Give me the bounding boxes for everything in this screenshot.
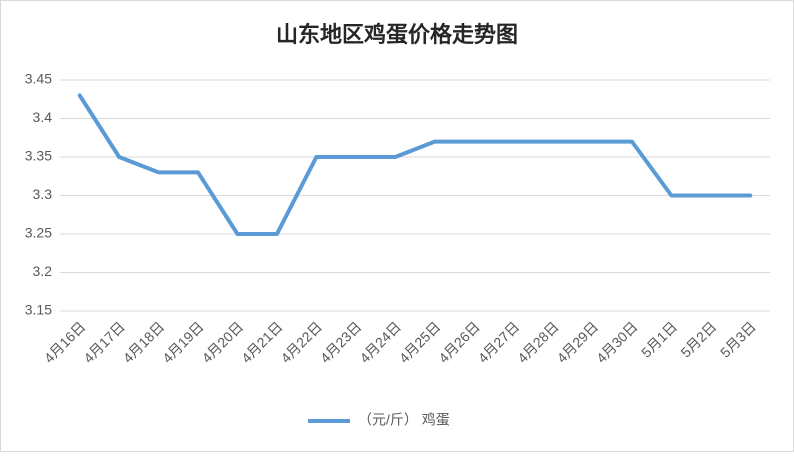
y-tick-label: 3.3 bbox=[33, 186, 53, 202]
y-tick-label: 3.2 bbox=[33, 263, 53, 279]
line bbox=[77, 93, 753, 236]
chart-title: 山东地区鸡蛋价格走势图 bbox=[276, 22, 518, 48]
y-tick-label: 3.15 bbox=[25, 302, 52, 318]
y-tick-label: 3.35 bbox=[25, 148, 52, 164]
y-tick-label: 3.25 bbox=[25, 225, 52, 241]
y-tick-label: 3.45 bbox=[25, 71, 52, 87]
y-tick-label: 3.4 bbox=[33, 109, 53, 125]
legend-label: （元/斤） 鸡蛋 bbox=[358, 412, 450, 428]
